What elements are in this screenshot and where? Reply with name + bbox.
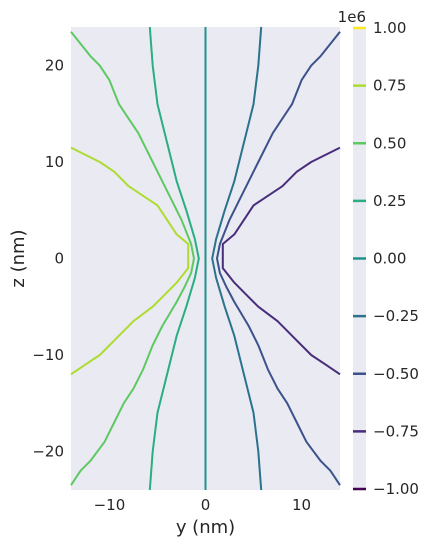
colorbar-tick-label: −0.50 (373, 365, 419, 383)
y-tick-label: −20 (32, 442, 64, 460)
contour-line (221, 146, 341, 376)
contour-lines (70, 26, 341, 491)
colorbar-level-lines (353, 26, 366, 491)
x-tick-label: 0 (201, 496, 211, 514)
colorbar-exponent-label: 1e6 (338, 8, 366, 26)
colorbar-tick-label: 0.00 (373, 250, 406, 268)
y-tick-label: 10 (45, 153, 64, 171)
y-tick-label: −10 (32, 346, 64, 364)
colorbar-tick-label: 0.50 (373, 134, 406, 152)
colorbar-tick-label: −1.00 (373, 480, 419, 498)
contour-line (148, 26, 200, 491)
colorbar-tick-label: 0.75 (373, 77, 406, 95)
y-tick-label: 0 (54, 250, 64, 268)
colorbar-tick-label: −0.75 (373, 422, 419, 440)
x-tick-labels: −10 0 10 (94, 496, 312, 514)
x-tick-label: 10 (292, 496, 311, 514)
y-tick-label: 20 (45, 57, 64, 75)
x-tick-label: −10 (94, 496, 126, 514)
colorbar-tick-labels: −1.00 −0.75 −0.50 −0.25 0.00 0.25 0.50 0.75 1.00 (373, 19, 419, 498)
y-tick-labels: −20 −10 0 10 20 (32, 57, 64, 461)
x-axis-label: y (nm) (176, 517, 235, 538)
contour-line (216, 31, 341, 486)
contour-line (211, 26, 263, 491)
colorbar-tick-label: 1.00 (373, 19, 406, 37)
y-axis-label: z (nm) (8, 229, 29, 287)
colorbar-tick-label: 0.25 (373, 192, 406, 210)
contour-line (70, 146, 190, 376)
colorbar-tick-label: −0.25 (373, 307, 419, 325)
contour-line (70, 31, 195, 486)
